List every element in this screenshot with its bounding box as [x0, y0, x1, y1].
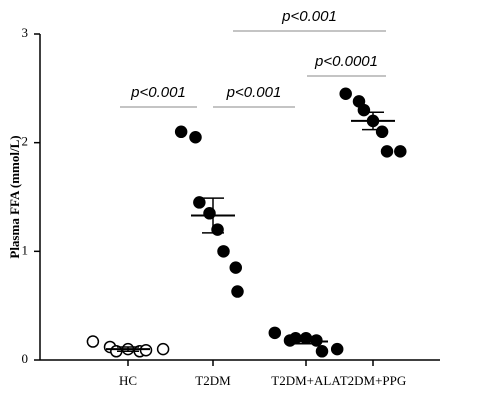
- y-axis-label: Plasma FFA (mmol/L): [7, 135, 22, 258]
- data-point: [339, 87, 352, 101]
- significance-label: p<0.0001: [314, 53, 378, 70]
- y-tick-label: 2: [22, 134, 29, 149]
- data-point: [174, 125, 188, 139]
- data-point: [217, 245, 230, 258]
- data-point: [268, 326, 282, 340]
- data-point: [231, 285, 244, 298]
- data-point: [330, 342, 344, 356]
- y-tick-label: 1: [22, 242, 29, 257]
- x-tick-label: T2DM: [195, 373, 231, 388]
- y-tick-label: 3: [22, 25, 29, 40]
- data-point: [139, 343, 153, 357]
- data-point: [357, 103, 371, 117]
- y-tick-label: 0: [22, 351, 29, 366]
- data-point: [189, 130, 202, 144]
- x-tick-label: T2DM+ALA: [271, 373, 341, 388]
- data-point: [394, 145, 407, 158]
- data-point: [380, 145, 394, 158]
- data-point: [229, 261, 242, 274]
- data-point: [86, 335, 100, 348]
- data-point: [315, 345, 329, 358]
- significance-label: p<0.001: [226, 84, 282, 101]
- data-point: [156, 342, 170, 356]
- data-point: [375, 125, 389, 139]
- data-point: [193, 196, 206, 209]
- significance-label: p<0.001: [281, 8, 337, 25]
- x-tick-label: T2DM+PPG: [340, 373, 407, 388]
- x-tick-label: HC: [119, 373, 137, 388]
- significance-label: p<0.001: [130, 84, 186, 101]
